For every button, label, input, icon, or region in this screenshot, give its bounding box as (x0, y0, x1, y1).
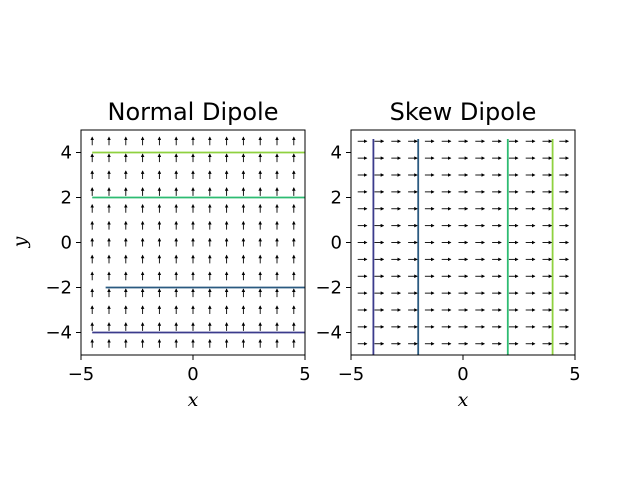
y-tick-label: 2 (331, 188, 342, 209)
y-tick-label: 0 (331, 233, 342, 254)
y-tick-label: 0 (61, 233, 72, 254)
y-tick-label: 4 (61, 143, 72, 164)
x-tick-label: 5 (299, 364, 310, 385)
skew-dipole-title: Skew Dipole (390, 98, 537, 126)
x-tick-label: −5 (338, 364, 365, 385)
y-tick-label: −2 (315, 278, 342, 299)
panel-normal-dipole: Normal Dipole −5 0 5 −4 −2 0 2 4 x y (9, 98, 311, 411)
y-tick-label: 2 (61, 188, 72, 209)
normal-dipole-ylabel: y (9, 236, 31, 248)
panel-skew-dipole: Skew Dipole −5 0 5 −4 −2 0 2 4 x (315, 98, 580, 411)
x-tick-label: 5 (569, 364, 580, 385)
x-tick-label: −5 (68, 364, 95, 385)
skew-dipole-xlabel: x (458, 389, 469, 411)
normal-dipole-title: Normal Dipole (108, 98, 279, 126)
normal-dipole-xlabel: x (188, 389, 199, 411)
x-tick-label: 0 (187, 364, 198, 385)
y-tick-label: −2 (45, 278, 72, 299)
x-tick-label: 0 (457, 364, 468, 385)
y-tick-label: −4 (45, 323, 72, 344)
y-tick-label: 4 (331, 143, 342, 164)
y-tick-label: −4 (315, 323, 342, 344)
